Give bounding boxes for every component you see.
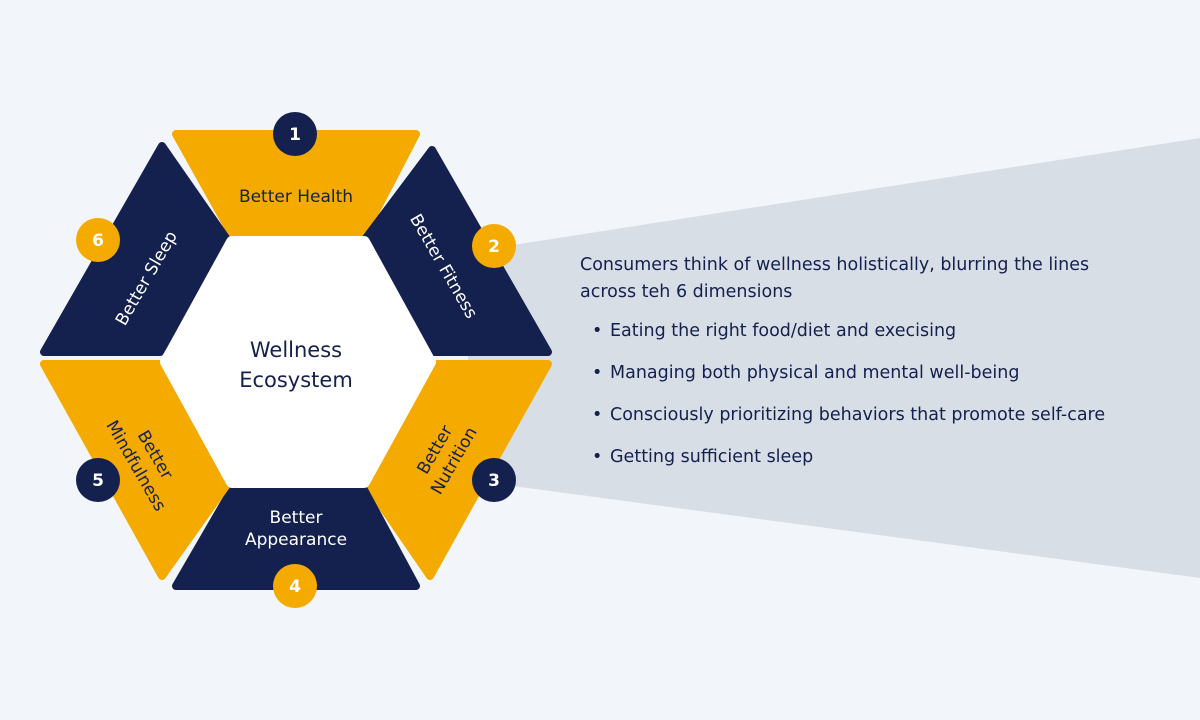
bullet-item: • Eating the right food/diet and execisin…	[580, 320, 1180, 342]
center-hexagon	[160, 236, 436, 488]
bullet-list: • Eating the right food/diet and execisin…	[580, 320, 1180, 468]
number-badge-3	[472, 458, 516, 502]
center-title-line2: Ecosystem	[239, 368, 353, 392]
number-badge-2-text: 2	[488, 237, 500, 257]
segment-label-line: Better	[270, 508, 323, 528]
number-badge-4-text: 4	[289, 577, 301, 597]
callout-wedge	[468, 138, 1200, 578]
bullet-dot: •	[592, 405, 603, 425]
number-badge-1-text: 1	[289, 125, 301, 145]
number-badge-6-text: 6	[92, 231, 104, 251]
segment-label-line: Better Health	[239, 187, 353, 207]
number-badge-5	[76, 458, 120, 502]
number-badge-4	[273, 564, 317, 608]
bullet-text: Eating the right food/diet and execising	[610, 321, 957, 341]
segment-1-label: Better Health	[239, 187, 353, 207]
bullet-dot: •	[592, 321, 603, 341]
bullet-text: Consciously prioritizing behaviors that …	[610, 405, 1106, 425]
bullet-text: Managing both physical and mental well-b…	[610, 363, 1020, 383]
number-badge-5-text: 5	[92, 471, 104, 491]
bullet-text: Getting sufficient sleep	[610, 447, 814, 467]
number-badge-6	[76, 218, 120, 262]
insight-panel: Consumers think of wellness holistically…	[580, 252, 1180, 488]
number-badge-1	[273, 112, 317, 156]
segment-label-line: Appearance	[245, 530, 347, 550]
panel-headline: Consumers think of wellness holistically…	[580, 255, 1090, 302]
number-badge-2	[472, 224, 516, 268]
segment-4-label: Better Appearance	[245, 508, 347, 550]
segment-6	[40, 142, 230, 356]
bullet-item: • Managing both physical and mental well-…	[580, 362, 1180, 384]
bullet-item: • Getting sufficient sleep	[580, 446, 1180, 468]
center-title-line1: Wellness	[250, 338, 342, 362]
number-badge-3-text: 3	[488, 471, 500, 491]
segment-5	[40, 360, 230, 580]
bullet-item: • Consciously prioritizing behaviors that…	[580, 404, 1180, 426]
bullet-dot: •	[592, 363, 603, 383]
bullet-dot: •	[592, 447, 603, 467]
